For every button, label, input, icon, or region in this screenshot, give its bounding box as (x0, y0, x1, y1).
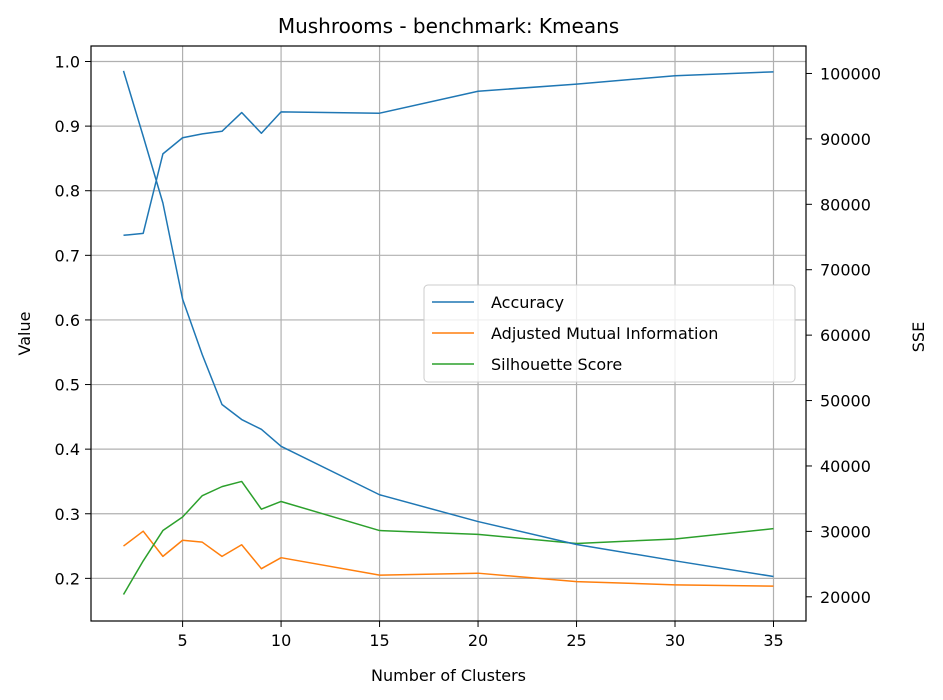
legend-entry-silhouette: Silhouette Score (432, 355, 622, 374)
y-tick-label: 0.7 (55, 246, 80, 265)
x-tick-label: 15 (369, 631, 389, 650)
y2-tick-label: 40000 (820, 457, 871, 476)
x-tick-label: 10 (271, 631, 291, 650)
y2-tick-label: 100000 (820, 64, 881, 83)
y-axis-left: 0.2 0.3 0.4 0.5 0.6 0.7 0.8 0.9 1.0 (55, 53, 91, 588)
y2-tick-label: 50000 (820, 392, 871, 411)
x-tick-label: 30 (665, 631, 685, 650)
y2-tick-label: 90000 (820, 130, 871, 149)
y-tick-label: 0.5 (55, 376, 80, 395)
y2-tick-label: 20000 (820, 588, 871, 607)
y-tick-label: 0.8 (55, 182, 80, 201)
legend-box (423, 284, 796, 383)
legend-label-silhouette: Silhouette Score (491, 355, 622, 374)
legend-entry-accuracy: Accuracy (432, 293, 564, 312)
y-tick-label: 0.4 (55, 440, 80, 459)
legend-label-ami: Adjusted Mutual Information (491, 324, 718, 343)
legend-entry-ami: Adjusted Mutual Information (432, 324, 718, 343)
y-tick-label: 0.3 (55, 505, 80, 524)
y-tick-label: 1.0 (55, 53, 80, 72)
series-accuracy (123, 71, 774, 237)
y-axis-label: Value (15, 312, 34, 356)
y2-axis-label: SSE (909, 322, 928, 352)
y-axis-right: 20000 30000 40000 50000 60000 70000 80000 90000… (806, 64, 881, 607)
series-silhouette-score (122, 480, 774, 595)
grid (91, 46, 806, 621)
x-tick-label: 5 (177, 631, 187, 650)
plot-frame (90, 45, 807, 622)
x-axis: 5 10 15 20 25 30 35 (177, 621, 784, 650)
legend-label-accuracy: Accuracy (491, 293, 564, 312)
y2-tick-label: 30000 (820, 522, 871, 541)
y2-tick-label: 60000 (820, 326, 871, 345)
y-tick-label: 0.9 (55, 117, 80, 136)
legend: Accuracy Adjusted Mutual Information Sil… (423, 284, 796, 383)
series-layer (122, 70, 774, 595)
series-sse (122, 70, 774, 578)
y-tick-label: 0.6 (55, 311, 80, 330)
x-tick-label: 25 (566, 631, 586, 650)
y2-tick-label: 80000 (820, 195, 871, 214)
x-tick-label: 20 (468, 631, 488, 650)
y2-tick-label: 70000 (820, 261, 871, 280)
x-tick-label: 35 (763, 631, 783, 650)
y-tick-label: 0.2 (55, 569, 80, 588)
chart-title: Mushrooms - benchmark: Kmeans (278, 14, 619, 38)
x-axis-label: Number of Clusters (371, 666, 526, 685)
series-adjusted-mutual-information (123, 530, 774, 587)
